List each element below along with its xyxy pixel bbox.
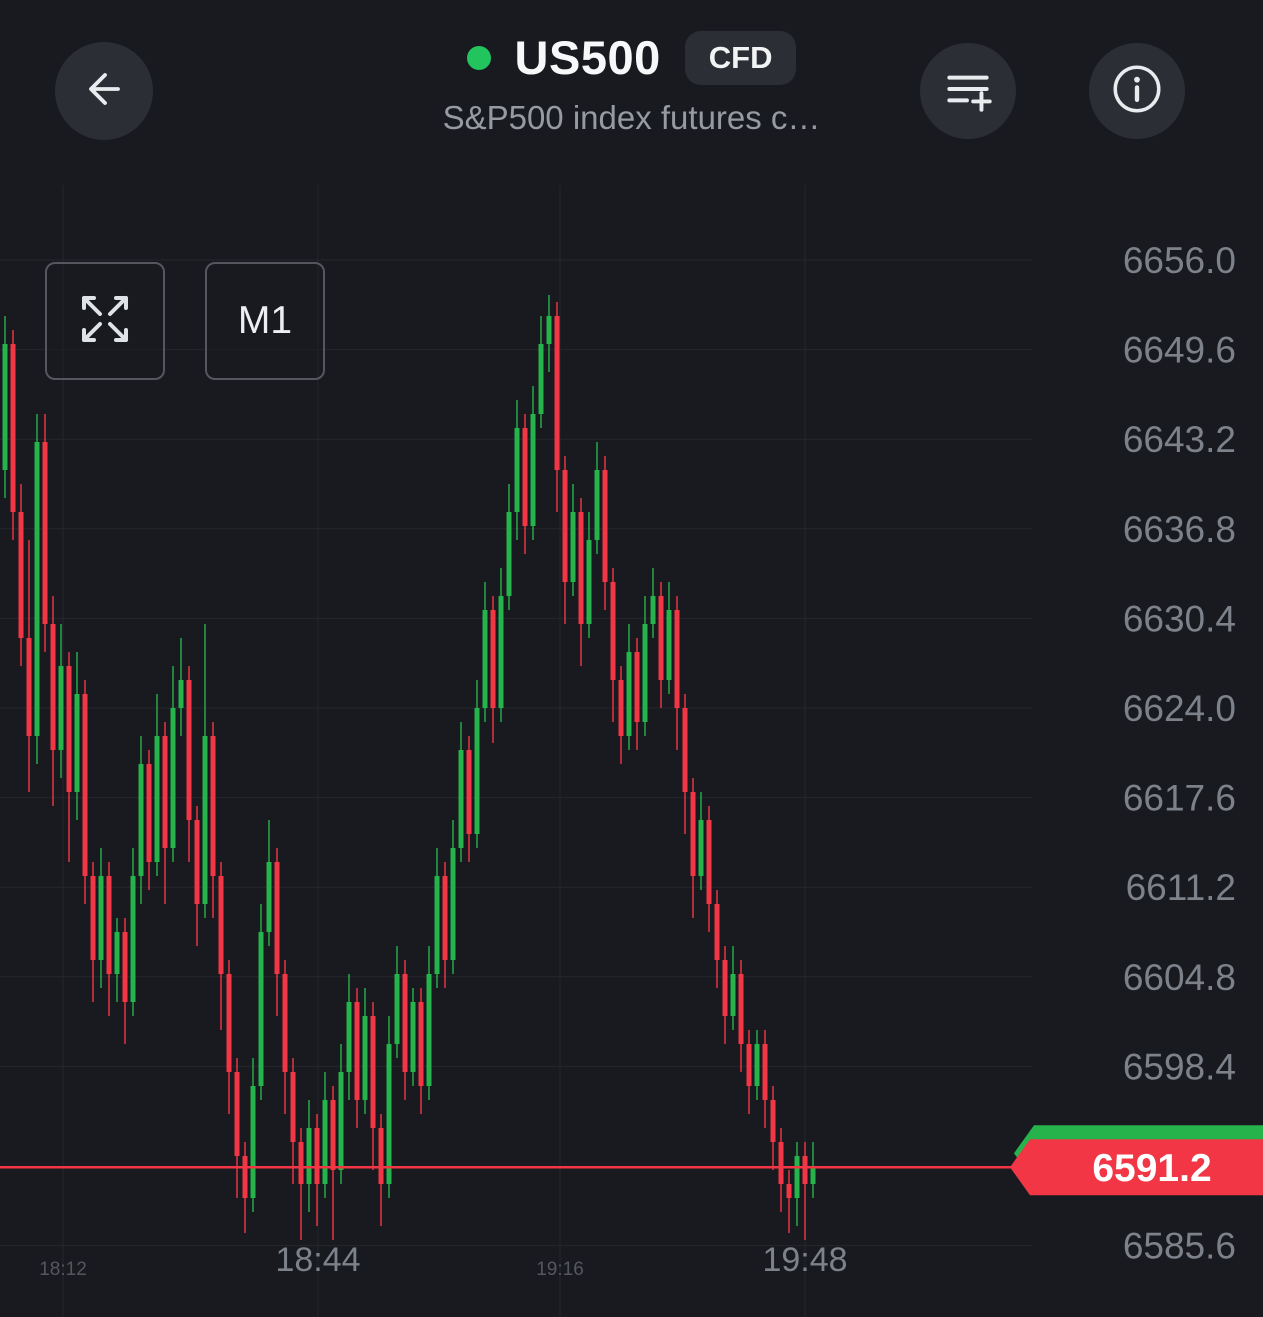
candlesticks[interactable] [2,295,816,1240]
svg-text:6630.4: 6630.4 [1123,598,1236,639]
back-button[interactable] [55,42,153,140]
svg-text:6636.8: 6636.8 [1123,509,1236,550]
svg-text:6598.4: 6598.4 [1123,1046,1236,1087]
svg-text:6656.0: 6656.0 [1123,240,1236,281]
current-price-tag: 6591.2 [1010,1125,1263,1196]
svg-text:6643.2: 6643.2 [1123,419,1236,460]
info-icon [1108,60,1166,123]
fullscreen-button[interactable] [45,262,165,380]
instrument-type-badge: CFD [684,30,797,85]
price-axis: 6656.0 6649.6 6643.2 6636.8 6630.4 6624.0 6617… [1123,240,1236,1267]
fullscreen-expand-icon [72,286,138,357]
chart-canvas[interactable]: 6591.2 6656.0 6649.6 6643.2 6636.8 6630.4 6624… [0,185,1263,1317]
back-arrow-icon [77,62,131,121]
svg-text:19:16: 19:16 [536,1259,584,1280]
svg-text:6649.6: 6649.6 [1123,330,1236,371]
svg-text:6604.8: 6604.8 [1123,957,1236,998]
svg-text:6624.0: 6624.0 [1123,688,1236,729]
svg-text:18:44: 18:44 [275,1241,360,1279]
svg-text:6617.6: 6617.6 [1123,778,1236,819]
svg-text:6585.6: 6585.6 [1123,1226,1236,1267]
instrument-subtitle: S&P500 index futures c… [442,99,821,136]
timeframe-label: M1 [237,299,293,342]
indicators-icon [939,60,997,123]
info-button[interactable] [1089,43,1185,139]
instrument-symbol: US500 [514,31,661,84]
instrument-title-block: US500 CFD S&P500 index futures c… [0,30,1263,137]
market-open-status-dot [466,45,491,70]
time-axis: 18:12 18:44 19:16 19:48 [39,1241,847,1280]
indicators-button[interactable] [920,43,1016,139]
svg-text:19:48: 19:48 [762,1241,847,1279]
svg-text:6611.2: 6611.2 [1126,867,1236,908]
svg-text:18:12: 18:12 [39,1259,87,1280]
timeframe-button[interactable]: M1 [205,262,325,380]
svg-text:6591.2: 6591.2 [1092,1147,1211,1190]
header: US500 CFD S&P500 index futures c… [0,0,1263,185]
